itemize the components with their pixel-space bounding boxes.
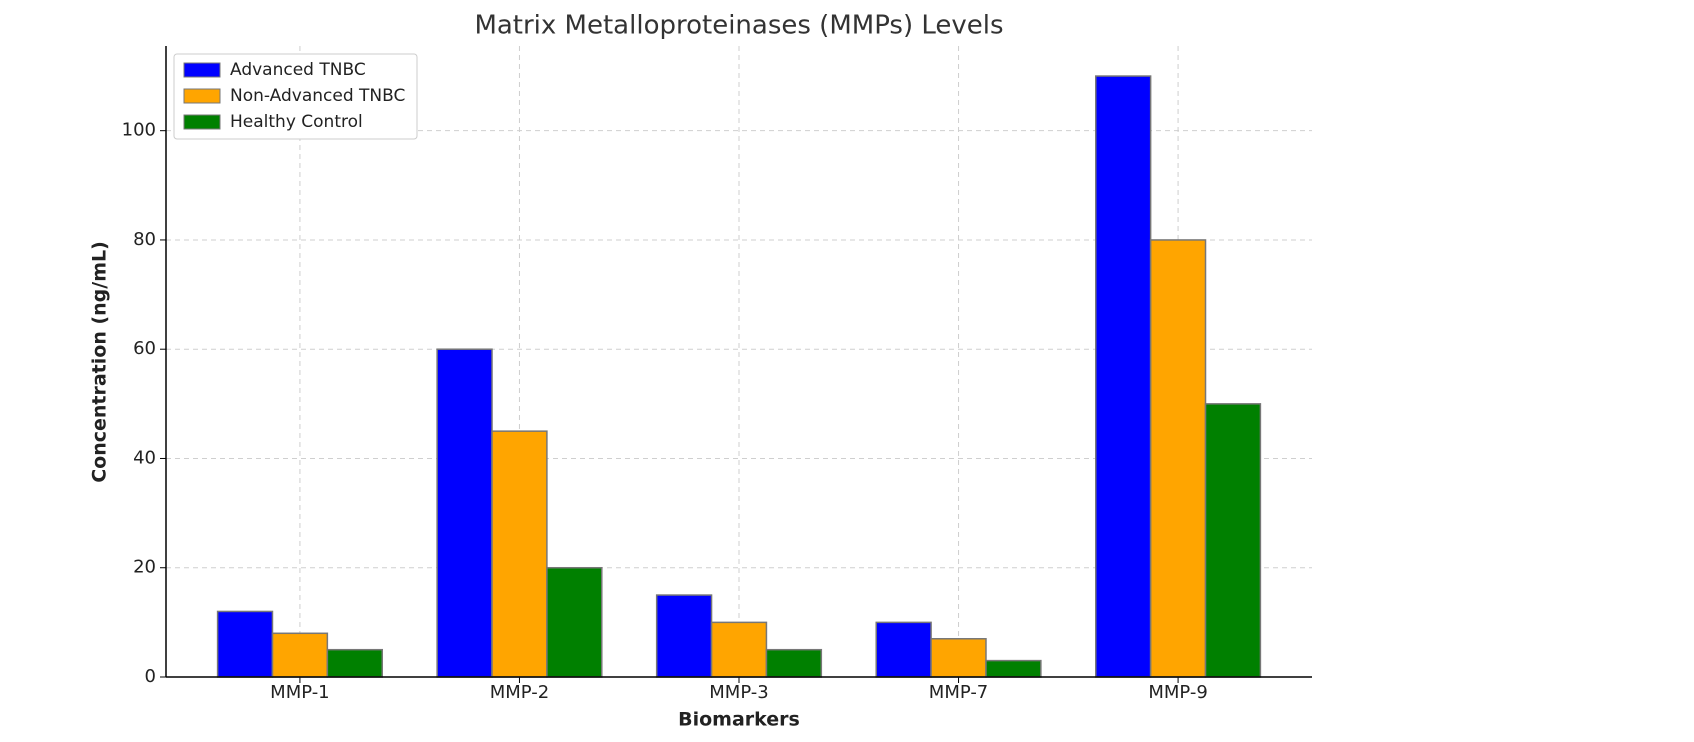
legend-swatch [183, 114, 221, 130]
legend-label: Advanced TNBC [230, 60, 366, 80]
x-tick-label: MMP-1 [270, 682, 329, 703]
y-tick-label: 100 [122, 120, 156, 141]
x-tick-label: MMP-9 [1148, 682, 1207, 703]
bar [1095, 75, 1152, 678]
bar [546, 566, 603, 678]
bar [765, 648, 823, 678]
legend-box [173, 53, 418, 140]
bar [491, 430, 548, 678]
y-tick-label: 60 [133, 338, 156, 359]
bar [985, 659, 1042, 678]
x-tick-label: MMP-2 [490, 682, 549, 703]
y-tick-label: 40 [133, 447, 156, 468]
x-tick-label: MMP-7 [929, 682, 988, 703]
bar [875, 621, 932, 678]
chart-title: Matrix Metalloproteinases (MMPs) Levels [474, 11, 1003, 41]
legend-label: Non-Advanced TNBC [230, 86, 405, 106]
bar [1149, 239, 1207, 678]
legend-swatch [183, 88, 221, 104]
legend-label: Healthy Control [230, 112, 363, 132]
y-axis-label: Concentration (ng/mL) [89, 241, 111, 483]
bar [326, 648, 383, 678]
bar [930, 638, 987, 678]
y-tick-label: 20 [133, 557, 156, 578]
bar [436, 348, 493, 678]
x-axis-label: Biomarkers [678, 709, 800, 731]
x-tick-label: MMP-3 [709, 682, 768, 703]
bar [216, 610, 274, 678]
bar [710, 621, 768, 678]
y-tick-label: 80 [133, 229, 156, 250]
bar [655, 594, 713, 678]
bar [271, 632, 329, 678]
y-tick-label: 0 [145, 666, 156, 687]
bar [1204, 403, 1262, 678]
legend-swatch [183, 62, 221, 78]
